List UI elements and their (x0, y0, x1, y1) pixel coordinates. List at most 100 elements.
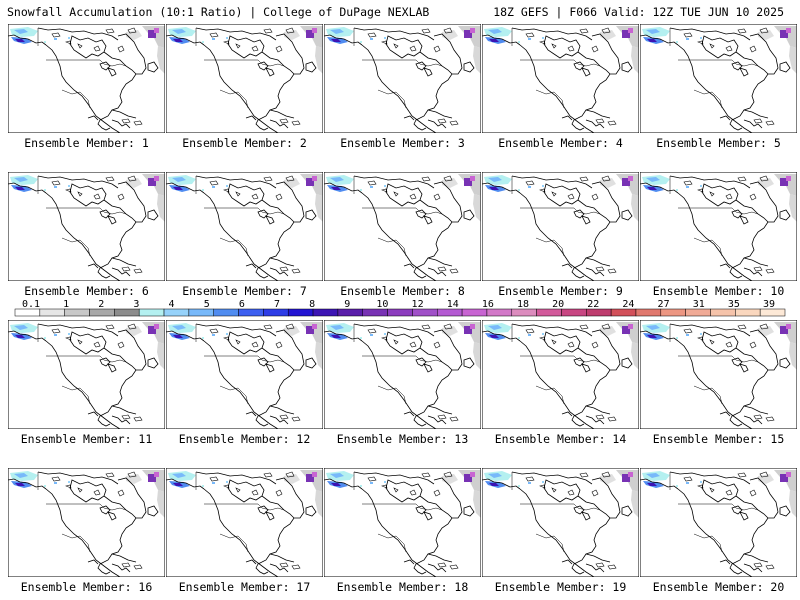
color-scale-swatch (213, 308, 239, 317)
color-scale-swatch (685, 308, 711, 317)
color-scale-swatch (337, 308, 363, 317)
ensemble-member-label: Ensemble Member: 19 (494, 580, 627, 594)
color-scale-swatch (586, 308, 612, 317)
color-scale-swatch (14, 308, 41, 317)
ensemble-panel: Ensemble Member: 19 (482, 468, 639, 594)
color-scale-label: 14 (447, 299, 459, 310)
color-scale-swatch (437, 308, 463, 317)
ensemble-member-label: Ensemble Member: 3 (340, 136, 465, 150)
ensemble-map (8, 24, 165, 133)
color-scale-label: 22 (587, 299, 599, 310)
ensemble-panel: Ensemble Member: 11 (8, 320, 165, 446)
ensemble-map (640, 320, 797, 429)
color-scale-label: 6 (239, 299, 245, 310)
ensemble-map (166, 172, 323, 281)
ensemble-member-label: Ensemble Member: 2 (182, 136, 307, 150)
color-scale-swatch (238, 308, 264, 317)
map-title: Snowfall Accumulation (10:1 Ratio) | Col… (7, 5, 430, 19)
color-scale-label: 35 (728, 299, 740, 310)
ensemble-panel: Ensemble Member: 17 (166, 468, 323, 594)
color-scale-label: 9 (344, 299, 350, 310)
ensemble-member-label: Ensemble Member: 4 (498, 136, 623, 150)
ensemble-map (482, 24, 639, 133)
color-scale-swatch (461, 308, 488, 317)
color-scale-label: 5 (204, 299, 210, 310)
ensemble-panel: Ensemble Member: 14 (482, 320, 639, 446)
ensemble-member-label: Ensemble Member: 11 (20, 432, 153, 446)
ensemble-map (482, 172, 639, 281)
color-scale-label: 18 (517, 299, 529, 310)
color-scale-label: 8 (309, 299, 315, 310)
ensemble-panel: Ensemble Member: 3 (324, 24, 481, 150)
ensemble-panel: Ensemble Member: 18 (324, 468, 481, 594)
color-scale-swatch (610, 308, 637, 317)
ensemble-panel: Ensemble Member: 5 (640, 24, 797, 150)
ensemble-member-label: Ensemble Member: 13 (336, 432, 469, 446)
ensemble-panel: Ensemble Member: 9 (482, 172, 639, 298)
ensemble-map (640, 172, 797, 281)
ensemble-panel: Ensemble Member: 7 (166, 172, 323, 298)
ensemble-map (324, 320, 481, 429)
ensemble-panel: Ensemble Member: 10 (640, 172, 797, 298)
color-scale-label: 0.1 (22, 299, 40, 310)
color-scale-swatch (486, 308, 513, 317)
color-scale-swatch (362, 308, 388, 317)
ensemble-map (324, 24, 481, 133)
color-scale-swatch (387, 308, 413, 317)
color-scale-swatch (188, 308, 214, 317)
ensemble-panel: Ensemble Member: 13 (324, 320, 481, 446)
ensemble-panel: Ensemble Member: 1 (8, 24, 165, 150)
ensemble-member-label: Ensemble Member: 10 (652, 284, 785, 298)
color-scale-label: 2 (98, 299, 104, 310)
ensemble-member-label: Ensemble Member: 18 (336, 580, 469, 594)
ensemble-panel: Ensemble Member: 8 (324, 172, 481, 298)
ensemble-member-label: Ensemble Member: 15 (652, 432, 785, 446)
color-scale-label: 31 (693, 299, 705, 310)
ensemble-map (482, 320, 639, 429)
color-scale-label: 39 (763, 299, 775, 310)
color-scale-swatch (735, 308, 761, 317)
color-scale-swatch (263, 308, 289, 317)
ensemble-member-label: Ensemble Member: 1 (24, 136, 149, 150)
color-scale-label: 24 (622, 299, 634, 310)
ensemble-member-label: Ensemble Member: 17 (178, 580, 311, 594)
ensemble-map (482, 468, 639, 577)
ensemble-map (8, 468, 165, 577)
color-scale-label: 16 (482, 299, 494, 310)
ensemble-member-label: Ensemble Member: 7 (182, 284, 307, 298)
color-scale-legend: 0.1 1 2 3 4 5 6 7 8 9 10 12 14 16 18 20 22 24 27 31 35 39 (14, 299, 786, 317)
color-scale-label: 27 (658, 299, 670, 310)
ensemble-map (166, 468, 323, 577)
color-scale-swatch (163, 308, 190, 317)
ensemble-member-label: Ensemble Member: 6 (24, 284, 149, 298)
color-scale-swatch (39, 308, 65, 317)
ensemble-panel: Ensemble Member: 2 (166, 24, 323, 150)
color-scale-swatch (114, 308, 140, 317)
color-scale-swatch (412, 308, 438, 317)
color-scale-label: 4 (169, 299, 175, 310)
ensemble-member-label: Ensemble Member: 12 (178, 432, 311, 446)
color-scale-swatch (635, 308, 662, 317)
color-scale-swatch (64, 308, 90, 317)
color-scale-swatch (561, 308, 587, 317)
ensemble-member-label: Ensemble Member: 16 (20, 580, 153, 594)
ensemble-panel: Ensemble Member: 20 (640, 468, 797, 594)
ensemble-map (166, 320, 323, 429)
ensemble-member-label: Ensemble Member: 5 (656, 136, 781, 150)
ensemble-member-label: Ensemble Member: 8 (340, 284, 465, 298)
ensemble-panel: Ensemble Member: 6 (8, 172, 165, 298)
color-scale-label: 1 (63, 299, 69, 310)
ensemble-member-label: Ensemble Member: 14 (494, 432, 627, 446)
color-scale-swatch (710, 308, 736, 317)
ensemble-map (324, 468, 481, 577)
ensemble-map (640, 468, 797, 577)
ensemble-panel: Ensemble Member: 15 (640, 320, 797, 446)
color-scale-swatch (536, 308, 562, 317)
ensemble-map (166, 24, 323, 133)
color-scale-swatch (138, 308, 165, 317)
color-scale-swatch (660, 308, 686, 317)
color-scale-label: 3 (133, 299, 139, 310)
ensemble-map (8, 172, 165, 281)
color-scale-swatch (312, 308, 339, 317)
ensemble-map (324, 172, 481, 281)
